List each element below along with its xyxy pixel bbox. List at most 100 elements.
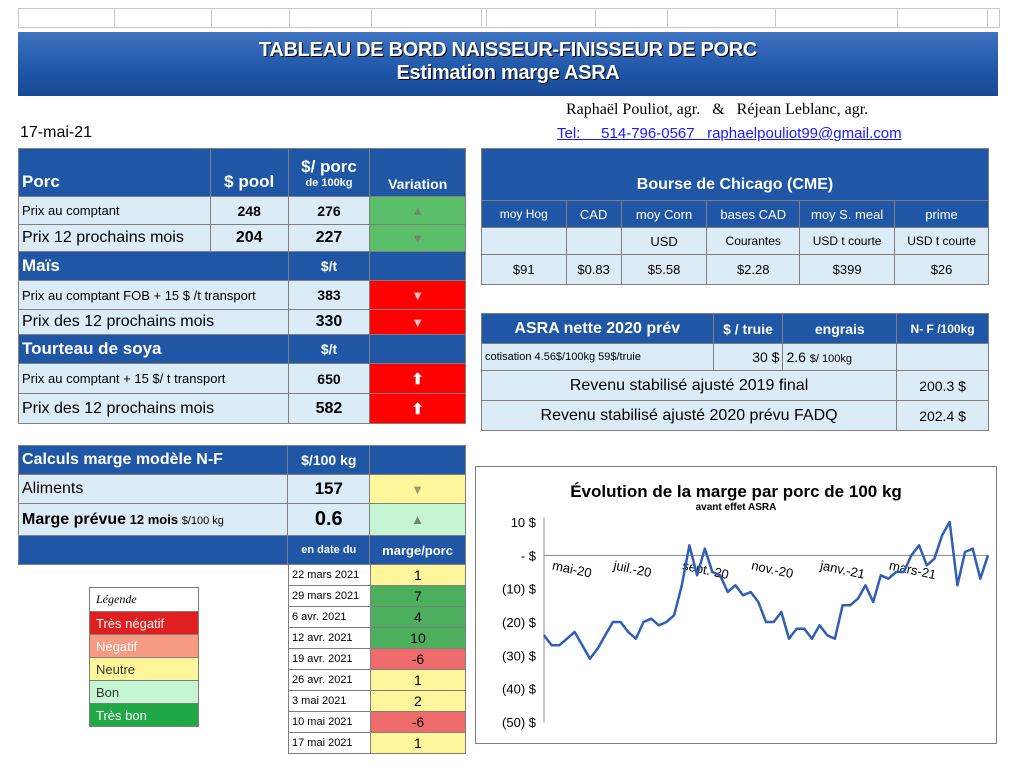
margin-chart: Évolution de la marge par porc de 100 kg… [475,466,997,744]
margin-series-line [543,520,990,660]
y-tick-label: (30) $ [502,648,537,663]
corn-header: Maïs [18,251,289,281]
up-arrow-icon: ⬆ [369,363,466,394]
y-tick-label: 10 $ [511,515,537,530]
up-arrow-icon: ▲ [369,503,466,536]
dashboard-title: TABLEAU DE BORD NAISSEUR-FINISSEUR DE PO… [258,39,758,61]
history-date: 29 mars 2021 [288,585,371,607]
per-pig-header: $/ porc de 100kg [287,148,371,197]
x-tick-label: janv.-21 [818,557,866,581]
history-date: 26 avr. 2021 [288,669,371,691]
history-date: 12 avr. 2021 [288,627,371,649]
history-row: 17 mai 2021 1 [288,732,467,754]
y-tick-label: (10) $ [502,582,537,597]
y-tick-label: (50) $ [502,715,537,730]
cme-hog-value: $91 [481,254,567,285]
pork-row-12m: Prix 12 prochains mois 204 227 ▼ [18,224,466,252]
corn-row-12m: Prix des 12 prochains mois 330 ▼ [18,309,466,335]
x-tick-label: mai-20 [551,558,593,581]
history-row: 29 mars 2021 7 [288,585,467,607]
down-arrow-icon: ▼ [369,474,466,504]
asra-table: ASRA nette 2020 prév $ / truie engrais N… [480,313,989,431]
rev-2020-value: 202.4 $ [896,400,989,431]
history-margin: 1 [369,669,467,691]
corn-row-spot: Prix au comptant FOB + 15 $ /t transport… [18,280,466,310]
margin-table: Calculs marge modèle N-F $/100 kg Alimen… [17,445,466,565]
pork-row-spot: Prix au comptant 248 276 ▲ [18,196,466,225]
x-tick-label: sept.-20 [681,558,730,582]
y-tick-label: - $ [521,548,537,563]
down-arrow-icon: ▼ [369,224,466,252]
history-margin: 2 [369,690,467,712]
soy-unit-header: $/t [287,334,371,364]
legend: Légende Très négatif Négatif Neutre Bon Très… [89,587,199,727]
down-arrow-icon: ▼ [369,309,466,335]
y-tick-label: (20) $ [502,615,537,630]
history-margin: -6 [369,711,467,733]
history-margin: 7 [369,585,467,607]
margin-value: 0.6 [287,503,371,536]
legend-item: Négatif [90,634,198,657]
history-date: 6 avr. 2021 [288,606,371,628]
history-date: 19 avr. 2021 [288,648,371,670]
down-arrow-icon: ▼ [369,280,466,310]
history-row: 10 mai 2021 -6 [288,711,467,733]
cme-title: Bourse de Chicago (CME) [481,148,989,201]
history-margin: -6 [369,648,467,670]
dashboard-banner: TABLEAU DE BORD NAISSEUR-FINISSEUR DE PO… [18,32,998,96]
soy-row-spot: Prix au comptant + 15 $/ t transport 650… [18,363,466,394]
variation-header: Variation [369,148,466,197]
history-row: 6 avr. 2021 4 [288,606,467,628]
up-arrow-icon: ⬆ [369,393,466,424]
cme-cad-value: $0.83 [565,254,622,285]
feed-label: Aliments [17,474,289,504]
soy-row-12m: Prix des 12 prochains mois 582 ⬆ [18,393,466,424]
cme-meal-value: $399 [799,254,896,285]
history-row: 3 mai 2021 2 [288,690,467,712]
history-date: 3 mai 2021 [288,690,371,712]
legend-item: Neutre [90,657,198,680]
y-tick-label: (40) $ [502,682,537,697]
report-date: 17-mai-21 [20,124,93,141]
x-tick-label: juil.-20 [611,557,653,580]
history-date: 10 mai 2021 [288,711,371,733]
history-row: 22 mars 2021 1 [288,564,467,586]
cme-premium-value: $26 [894,254,989,285]
legend-item: Bon [90,680,198,703]
margin-header: Calculs marge modèle N-F [17,445,289,475]
authors: Raphaël Pouliot, agr. & Réjean Leblanc, … [566,101,869,118]
legend-item: Très bon [90,703,198,726]
history-row: 19 avr. 2021 -6 [288,648,467,670]
corn-unit-header: $/t [287,251,371,281]
prices-table: Porc $ pool $/ porc de 100kg Variation Pr… [18,148,466,424]
cme-corn-value: $5.58 [620,254,708,285]
rev-2019-value: 200.3 $ [896,370,989,401]
pork-header: Porc [18,148,211,197]
history-row: 12 avr. 2021 10 [288,627,467,649]
history-margin: 4 [369,606,467,628]
margin-chart-svg: Évolution de la marge par porc de 100 kg… [502,482,990,730]
soy-header: Tourteau de soya [18,334,289,364]
up-arrow-icon: ▲ [369,196,466,225]
legend-title: Légende [96,592,137,606]
chart-subtitle: avant effet ASRA [696,502,777,513]
dashboard-subtitle: Estimation marge ASRA [396,62,620,84]
contact-link[interactable]: Tel: 514-796-0567 raphaelpouliot99@gmail… [557,125,902,142]
history-margin: 1 [369,732,467,754]
pool-header: $ pool [209,148,289,197]
legend-item: Très négatif [90,611,198,634]
history-date: 17 mai 2021 [288,732,371,754]
history-row: 26 avr. 2021 1 [288,669,467,691]
cme-table: Bourse de Chicago (CME) moy Hog CAD moy … [481,148,989,285]
margin-unit-header: $/100 kg [287,445,371,475]
feed-value: 157 [287,474,371,504]
rev-2019-label: Revenu stabilisé ajusté 2019 final [480,370,898,401]
spreadsheet-top-grid [18,8,1000,28]
x-tick-label: nov.-20 [750,558,795,581]
history-margin: 1 [369,564,467,586]
chart-title: Évolution de la marge par porc de 100 kg [570,482,902,501]
history-date: 22 mars 2021 [288,564,371,586]
cme-basis-value: $2.28 [706,254,801,285]
rev-2020-label: Revenu stabilisé ajusté 2020 prévu FADQ [480,400,898,431]
history-margin: 10 [369,627,467,649]
